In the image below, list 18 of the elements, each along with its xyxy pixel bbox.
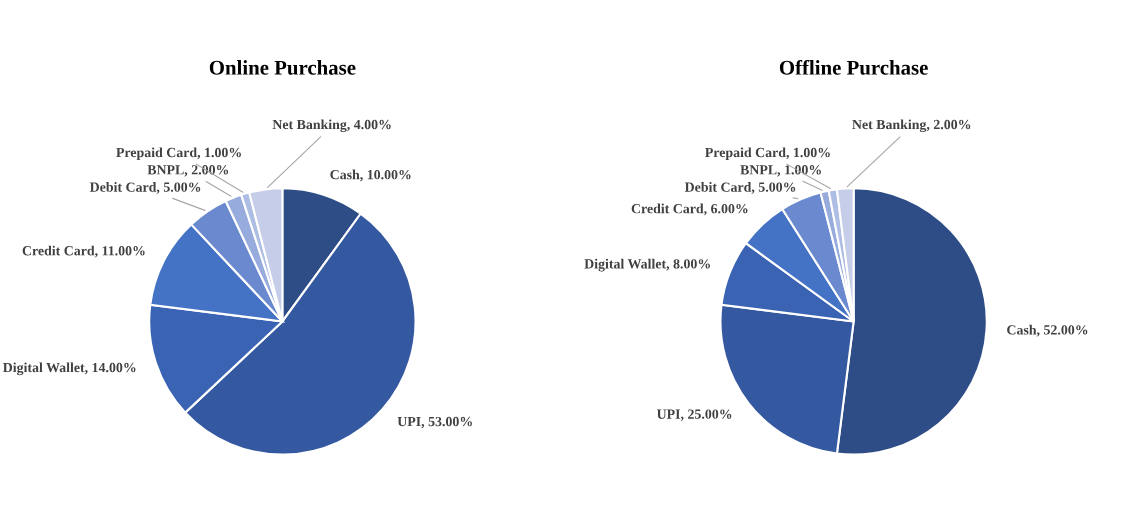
chart-title: Online Purchase (209, 60, 356, 75)
slice-label: Prepaid Card, 1.00% (116, 147, 241, 160)
slice-label: BNPL, 1.00% (740, 165, 821, 177)
chart-title: Offline Purchase (779, 59, 928, 75)
slice-label: Prepaid Card, 1.00% (705, 147, 830, 160)
slice-label: Credit Card, 11.00% (22, 245, 145, 258)
slice-label: Credit Card, 6.00% (631, 203, 748, 216)
slice-label: Digital Wallet, 8.00% (584, 258, 710, 272)
slice-label: UPI, 53.00% (397, 416, 472, 429)
slice-label: BNPL, 2.00% (147, 165, 229, 177)
slice-label: Debit Card, 5.00% (89, 182, 201, 194)
slice-label: Digital Wallet, 14.00% (2, 362, 136, 376)
slice-label: Debit Card, 5.00% (684, 182, 796, 194)
slice-label: Net Banking, 2.00% (852, 119, 971, 133)
slice-label: Net Banking, 4.00% (272, 119, 391, 133)
slice-label: Cash, 52.00% (1007, 324, 1088, 337)
slice-label: UPI, 25.00% (656, 409, 732, 421)
slice-label: Cash, 10.00% (330, 169, 411, 182)
